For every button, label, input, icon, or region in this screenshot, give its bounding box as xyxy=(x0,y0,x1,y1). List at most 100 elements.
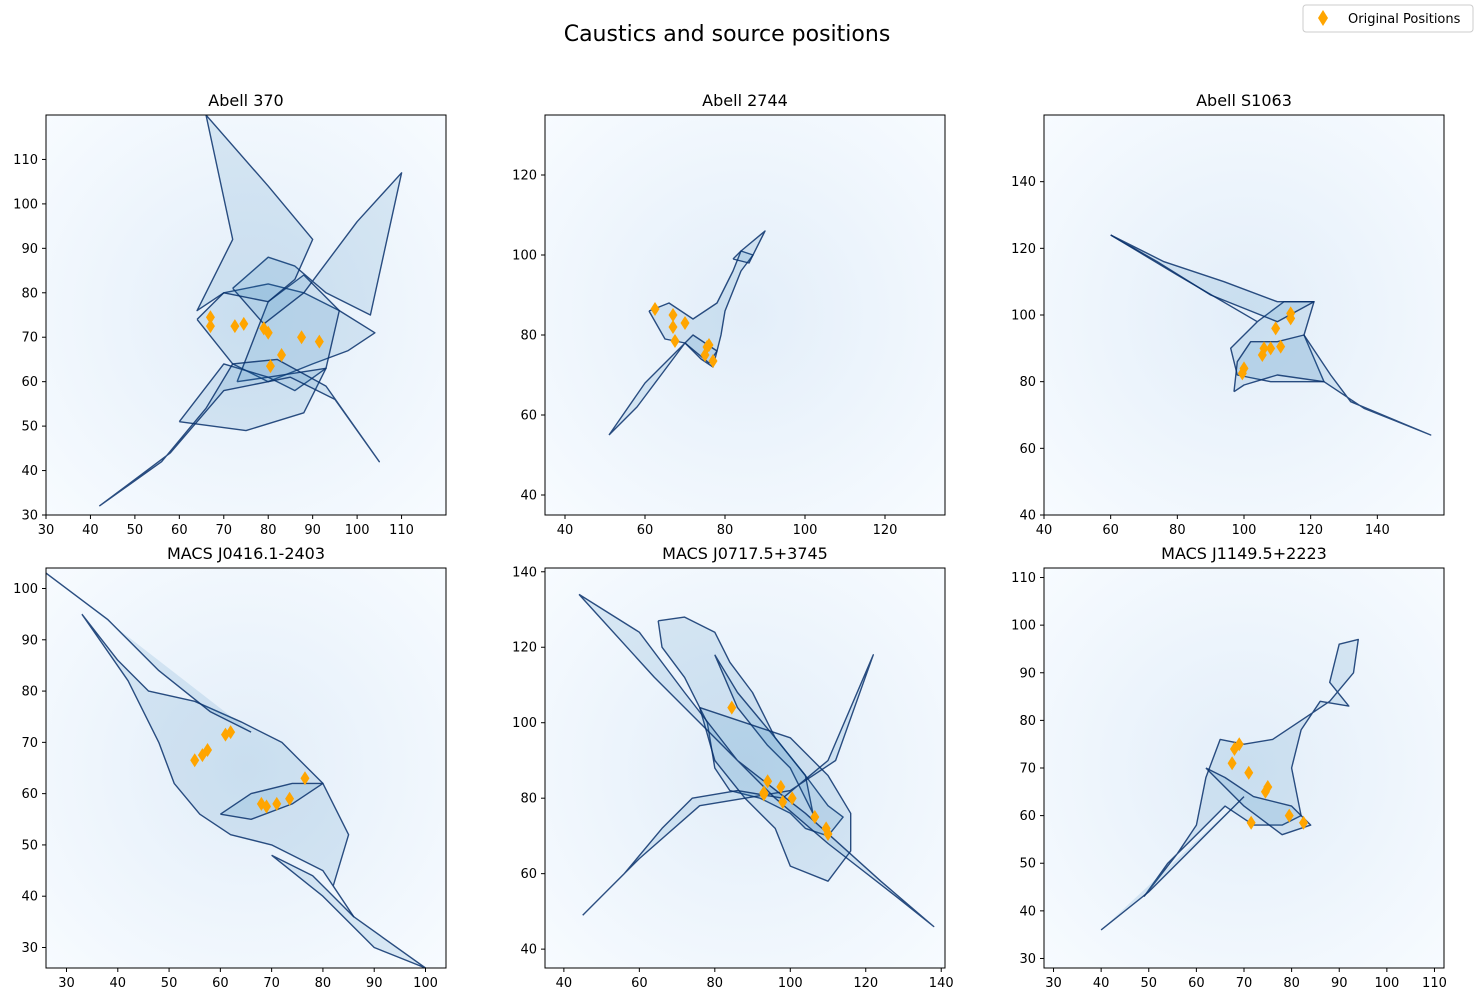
caustic-curve xyxy=(1233,334,1432,436)
x-tick-label: 30 xyxy=(38,523,55,538)
source-position-point xyxy=(1276,339,1286,354)
y-tick-label: 40 xyxy=(21,890,38,905)
x-tick-label: 100 xyxy=(793,523,818,538)
source-position-point xyxy=(190,753,200,768)
x-tick-label: 70 xyxy=(263,976,280,991)
caustic-curve xyxy=(578,593,935,928)
y-tick-label: 100 xyxy=(13,197,38,212)
y-tick-label: 60 xyxy=(1019,442,1036,457)
y-tick-label: 80 xyxy=(1019,375,1036,390)
legend: Original Positions xyxy=(1302,4,1474,33)
x-tick-label: 140 xyxy=(929,976,954,991)
subplot-abell-s1063: Abell S1063 40 60 80 100 120 140 40 60 80 100 120 14… xyxy=(1011,91,1445,538)
x-tick-label: 40 xyxy=(1036,523,1053,538)
subplot-macs-j0717-5-3745: MACS J0717.5+3745 40 60 80 100 120 140 40 60 80 10… xyxy=(512,544,953,991)
caustic-layer xyxy=(46,572,427,968)
source-position-point xyxy=(759,785,769,800)
y-tick-label: 60 xyxy=(21,787,38,802)
y-tick-label: 50 xyxy=(21,838,38,853)
x-tick-label: 80 xyxy=(1169,523,1186,538)
subplot-title: MACS J0717.5+3745 xyxy=(662,544,828,563)
y-tick-label: 30 xyxy=(21,509,38,524)
caustic-curve xyxy=(98,358,380,507)
source-position-point xyxy=(265,359,275,374)
y-tick-label: 100 xyxy=(13,582,38,597)
x-tick-label: 120 xyxy=(853,976,878,991)
source-position-point xyxy=(1266,341,1276,356)
source-position-point xyxy=(205,319,215,334)
source-position-point xyxy=(1299,815,1309,830)
source-position-point xyxy=(810,810,820,825)
source-position-point xyxy=(823,827,833,842)
caustic-curve xyxy=(699,706,852,882)
x-tick-label: 80 xyxy=(260,523,277,538)
y-tick-label: 40 xyxy=(21,464,38,479)
subplot-title: Abell S1063 xyxy=(1196,91,1292,110)
y-tick-label: 60 xyxy=(1019,809,1036,824)
x-tick-label: 30 xyxy=(58,976,75,991)
source-position-point xyxy=(1234,737,1244,752)
axes-frame xyxy=(45,567,447,969)
source-position-point xyxy=(300,771,310,786)
y-tick-label: 80 xyxy=(1019,714,1036,729)
source-position-point xyxy=(1284,808,1294,823)
plot-area xyxy=(1044,115,1444,515)
y-tick-label: 120 xyxy=(1011,242,1036,257)
plot-area xyxy=(1044,568,1444,968)
source-position-point xyxy=(1271,321,1281,336)
source-position-point xyxy=(668,308,678,322)
y-tick-label: 50 xyxy=(21,420,38,435)
x-tick-label: 100 xyxy=(1232,523,1257,538)
plot-area xyxy=(46,568,446,968)
subplot-title: MACS J1149.5+2223 xyxy=(1161,544,1327,563)
caustic-curve xyxy=(178,363,327,432)
caustic-curve xyxy=(220,782,324,820)
y-tick-label: 80 xyxy=(21,685,38,700)
caustic-curve xyxy=(1100,796,1245,931)
caustic-layer xyxy=(98,115,403,507)
subplot-title: MACS J0416.1-2403 xyxy=(167,544,325,563)
subplot-abell-370: Abell 370 30 40 50 60 70 80 90 100 110 30 40 50 60 70 8… xyxy=(13,91,447,538)
source-position-point xyxy=(297,330,307,345)
y-tick-label: 110 xyxy=(13,153,38,168)
x-tick-label: 100 xyxy=(345,523,370,538)
x-tick-label: 100 xyxy=(778,976,803,991)
x-tick-label: 70 xyxy=(1236,976,1253,991)
x-tick-label: 80 xyxy=(707,976,724,991)
y-tick-label: 100 xyxy=(1011,619,1036,634)
y-tick-label: 90 xyxy=(21,242,38,257)
source-position-point xyxy=(778,794,788,809)
subplot-title: Abell 370 xyxy=(208,91,283,110)
x-tick-label: 120 xyxy=(1298,523,1323,538)
x-tick-label: 50 xyxy=(127,523,144,538)
y-tick-label: 90 xyxy=(21,633,38,648)
y-tick-label: 100 xyxy=(1011,309,1036,324)
source-position-point xyxy=(205,310,215,325)
source-position-point xyxy=(277,348,287,362)
x-tick-label: 100 xyxy=(413,976,438,991)
source-position-point xyxy=(670,334,680,348)
x-tick-label: 60 xyxy=(171,523,188,538)
legend-label: Original Positions xyxy=(1348,12,1461,27)
source-position-point xyxy=(1227,756,1237,771)
source-position-point xyxy=(727,700,737,715)
y-tick-label: 60 xyxy=(21,375,38,390)
caustic-curve xyxy=(1205,767,1312,836)
caustic-curve xyxy=(46,572,252,733)
caustic-curve xyxy=(81,613,355,918)
source-position-point xyxy=(787,791,797,806)
y-tick-label: 120 xyxy=(512,169,537,184)
y-tick-label: 80 xyxy=(21,286,38,301)
source-position-point xyxy=(708,354,718,368)
source-position-point xyxy=(1239,361,1249,376)
x-tick-label: 60 xyxy=(1188,976,1205,991)
y-tick-label: 80 xyxy=(520,792,537,807)
figure-title: Caustics and source positions xyxy=(564,22,891,47)
axes-frame xyxy=(45,114,447,516)
y-tick-label: 90 xyxy=(1019,666,1036,681)
subplot-title: Abell 2744 xyxy=(702,91,788,110)
x-tick-label: 30 xyxy=(1045,976,1062,991)
x-tick-label: 110 xyxy=(389,523,414,538)
x-tick-label: 60 xyxy=(631,976,648,991)
plot-area xyxy=(46,115,446,515)
